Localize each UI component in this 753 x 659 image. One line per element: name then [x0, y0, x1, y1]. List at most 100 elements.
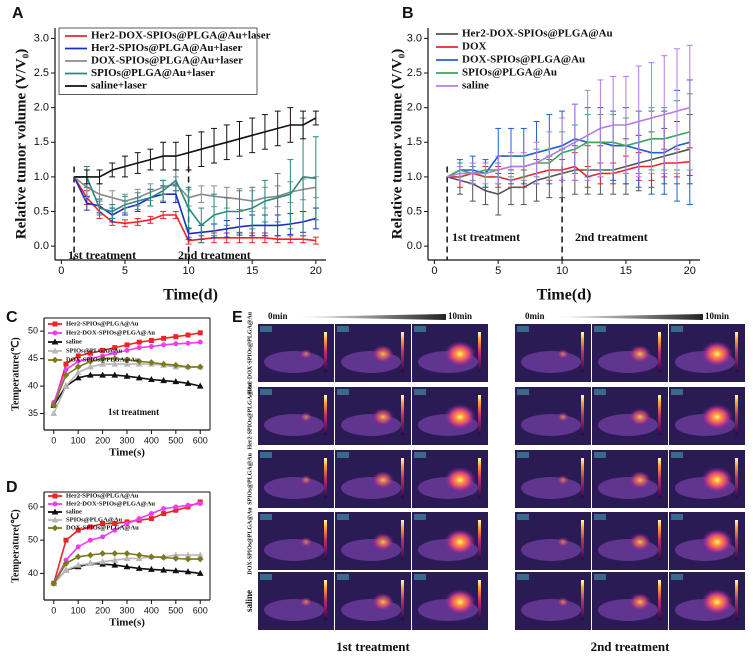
color-bar [658, 580, 661, 620]
hot-spot [444, 467, 476, 493]
y-tick-label: 3.0 [34, 32, 49, 44]
hot-spot [701, 589, 733, 615]
marker [161, 335, 167, 341]
marker [123, 356, 131, 364]
info-box [260, 452, 272, 458]
row-label: Her2-DOX-SPIOs@PLGA@Au [247, 311, 253, 394]
y-tick-label: 0.5 [407, 205, 422, 217]
marker [148, 359, 155, 366]
marker [123, 360, 131, 367]
mouse-body [264, 477, 324, 499]
hot-spot [372, 533, 394, 551]
y-tick-label: 2.5 [34, 67, 49, 79]
info-box [414, 389, 426, 395]
marker [112, 521, 118, 527]
marker [63, 367, 69, 373]
info-box [517, 326, 529, 332]
marker [172, 361, 180, 369]
marker [196, 363, 204, 371]
legend-label: Her2-SPIOs@PLGA@Au+laser [91, 42, 243, 54]
info-box [671, 326, 683, 332]
x-tick-label: 5 [495, 265, 501, 277]
marker [111, 550, 119, 557]
hot-spot [629, 471, 651, 489]
mouse-body [521, 414, 581, 436]
marker [161, 511, 167, 517]
marker [111, 371, 119, 378]
hot-spot [557, 537, 569, 547]
marker [87, 371, 94, 378]
series-line [73, 176, 316, 242]
mouse-body [264, 539, 324, 561]
marker [111, 561, 119, 568]
hot-spot [300, 412, 312, 422]
marker [87, 358, 94, 365]
marker [112, 527, 118, 533]
x-tick-label: 600 [193, 605, 208, 615]
row-label: SPIOs@PLGA@Au [247, 452, 253, 505]
marker [51, 356, 59, 364]
marker [123, 372, 131, 379]
legend-label: DOX-SPIOs@PLGA@Au+laser [91, 55, 243, 67]
marker [74, 561, 82, 568]
series-line [73, 176, 316, 202]
y-tick-label: 1.5 [407, 136, 422, 148]
marker [172, 567, 180, 574]
info-box [260, 514, 272, 520]
marker [196, 555, 204, 563]
marker [99, 558, 106, 565]
error-bar [312, 136, 319, 221]
mouse-body [521, 539, 581, 561]
marker [51, 508, 59, 515]
marker [185, 502, 191, 508]
series-line [74, 117, 317, 178]
mouse-body [521, 477, 581, 499]
marker [196, 569, 204, 576]
marker [184, 568, 192, 575]
color-bar [478, 458, 481, 498]
mouse-body [264, 351, 324, 373]
x-tick-label: 100 [71, 605, 86, 615]
marker [99, 550, 106, 557]
x-tick-label: 5 [122, 265, 128, 277]
marker [75, 353, 81, 359]
hot-spot [629, 345, 651, 363]
x-tick-label: 10 [182, 265, 194, 277]
group-caption: 2nd treatment [591, 639, 671, 654]
marker [100, 534, 106, 540]
y-axis-label: Relative tumor volume (V/V₀) [389, 49, 405, 239]
info-box [260, 574, 272, 580]
x-tick-label: 200 [95, 435, 110, 445]
legend-label: DOX-SPIOs@PLGA@Au [66, 356, 139, 363]
x-tick-label: 0 [58, 265, 64, 277]
hot-spot [629, 408, 651, 426]
marker [63, 537, 69, 543]
hot-spot [300, 475, 312, 485]
marker [62, 382, 70, 389]
mouse-body [264, 599, 324, 621]
hot-spot [444, 404, 476, 430]
hot-spot [372, 345, 394, 363]
hot-spot [372, 593, 394, 611]
marker [52, 321, 58, 327]
hot-spot [444, 529, 476, 555]
marker [160, 377, 167, 384]
info-box [337, 452, 349, 458]
marker [123, 554, 131, 561]
marker [62, 566, 70, 573]
marker [135, 551, 143, 559]
info-box [517, 389, 529, 395]
y-tick-label: 40 [28, 380, 38, 390]
color-bar [581, 332, 584, 372]
y-tick-label: 1.0 [407, 171, 422, 183]
x-axis-label: Time(d) [537, 287, 592, 304]
hot-spot [372, 408, 394, 426]
y-tick-label: 40 [28, 568, 38, 578]
y-tick-label: 2.0 [34, 102, 49, 114]
legend-label: SPIOs@PLGA@Au [66, 516, 123, 523]
marker [74, 368, 82, 375]
color-bar [324, 458, 327, 498]
x-tick-label: 300 [119, 605, 134, 615]
marker [197, 330, 203, 336]
marker [197, 339, 203, 345]
